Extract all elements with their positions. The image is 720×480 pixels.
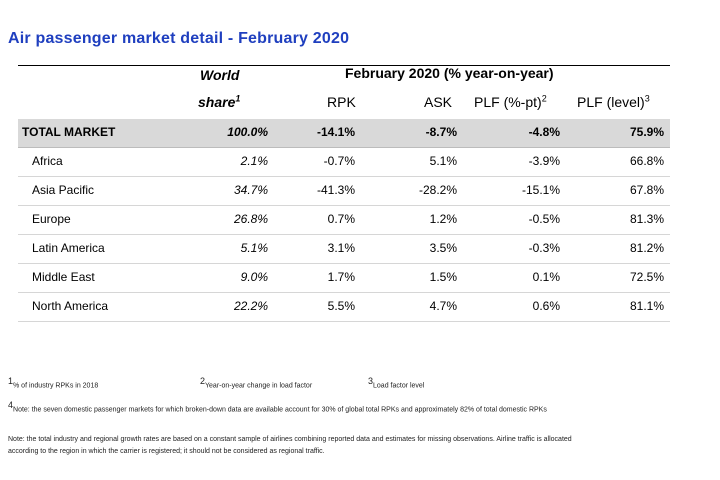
cell-plf-pt: 0.1% [532, 270, 560, 284]
cell-plf-pt: 0.6% [532, 299, 560, 313]
header-rpk: RPK [327, 94, 356, 110]
table-row: Latin America 5.1% 3.1% 3.5% -0.3% 81.2% [18, 235, 670, 264]
header-period: February 2020 (% year-on-year) [345, 65, 554, 81]
cell-share: 9.0% [240, 270, 268, 284]
cell-plf-pt: -3.9% [528, 154, 560, 168]
footnote-3-text: Load factor level [373, 382, 425, 390]
cell-ask: -28.2% [418, 183, 457, 197]
header-ask: ASK [424, 94, 453, 110]
cell-plf-pt: -0.5% [528, 212, 560, 226]
cell-plf-pt: -15.1% [521, 183, 560, 197]
footnote-2: 2Year-on-year change in load factor [200, 376, 313, 390]
cell-region: TOTAL MARKET [22, 125, 116, 139]
cell-rpk: -41.3% [316, 183, 355, 197]
cell-plf-level: 81.1% [629, 299, 664, 313]
table-row: Africa 2.1% -0.7% 5.1% -3.9% 66.8% [18, 148, 670, 177]
cell-ask: 5.1% [429, 154, 457, 168]
note-line-1: Note: the total industry and regional gr… [8, 436, 572, 443]
table-row: North America 22.2% 5.5% 4.7% 0.6% 81.1% [18, 293, 670, 322]
market-table: TOTAL MARKET 100.0% -14.1% -8.7% -4.8% 7… [18, 119, 670, 322]
cell-region: Latin America [32, 241, 105, 255]
table-row: Europe 26.8% 0.7% 1.2% -0.5% 81.3% [18, 206, 670, 235]
cell-plf-level: 72.5% [629, 270, 664, 284]
cell-rpk: 3.1% [327, 241, 355, 255]
header-plf-pt-label: PLF (%-pt) [474, 94, 542, 110]
table-row-total: TOTAL MARKET 100.0% -14.1% -8.7% -4.8% 7… [18, 119, 670, 148]
cell-share: 2.1% [240, 154, 268, 168]
cell-rpk: 0.7% [327, 212, 355, 226]
cell-plf-level: 75.9% [629, 125, 664, 139]
cell-region: Asia Pacific [32, 183, 95, 197]
cell-rpk: -0.7% [323, 154, 355, 168]
header-share: share1 [198, 94, 240, 110]
cell-ask: -8.7% [425, 125, 457, 139]
header-world: World [200, 67, 240, 83]
header-plf-level-label: PLF (level) [577, 94, 645, 110]
cell-share: 34.7% [233, 183, 268, 197]
note-line-2: according to the region in which the car… [8, 448, 325, 455]
cell-plf-level: 67.8% [629, 183, 664, 197]
header-plf-pt: PLF (%-pt)2 [474, 94, 547, 110]
cell-share: 100.0% [227, 125, 268, 139]
header-share-sup: 1 [235, 93, 241, 104]
cell-ask: 3.5% [429, 241, 457, 255]
cell-ask: 1.2% [429, 212, 457, 226]
footnote-1: 1% of industry RPKs in 2018 [8, 376, 99, 390]
page-title: Air passenger market detail - February 2… [8, 30, 350, 47]
cell-rpk: 5.5% [327, 299, 355, 313]
header-top-rule [18, 65, 670, 66]
cell-region: Europe [32, 212, 71, 226]
cell-plf-pt: -0.3% [528, 241, 560, 255]
cell-rpk: -14.1% [316, 125, 355, 139]
cell-ask: 4.7% [429, 299, 457, 313]
cell-rpk: 1.7% [327, 270, 355, 284]
cell-share: 26.8% [233, 212, 268, 226]
cell-share: 5.1% [240, 241, 268, 255]
cell-region: North America [32, 299, 109, 313]
header-plf-level-sup: 3 [644, 93, 650, 104]
table-row: Asia Pacific 34.7% -41.3% -28.2% -15.1% … [18, 177, 670, 206]
header-share-label: share [198, 94, 236, 110]
cell-plf-pt: -4.8% [528, 125, 560, 139]
cell-plf-level: 81.3% [629, 212, 664, 226]
footnote-3: 3Load factor level [368, 376, 425, 390]
cell-region: Africa [32, 154, 63, 168]
cell-ask: 1.5% [429, 270, 457, 284]
cell-share: 22.2% [233, 299, 268, 313]
table-row: Middle East 9.0% 1.7% 1.5% 0.1% 72.5% [18, 264, 670, 293]
cell-region: Middle East [32, 270, 95, 284]
cell-plf-level: 81.2% [629, 241, 664, 255]
footnote-2-text: Year-on-year change in load factor [205, 382, 313, 390]
footnote-1-text: % of industry RPKs in 2018 [13, 382, 99, 390]
header-plf-level: PLF (level)3 [577, 94, 650, 110]
footnote-4: 4Note: the seven domestic passenger mark… [8, 400, 547, 414]
header-plf-pt-sup: 2 [541, 93, 547, 104]
cell-plf-level: 66.8% [629, 154, 664, 168]
footnote-4-text: Note: the seven domestic passenger marke… [13, 406, 547, 414]
